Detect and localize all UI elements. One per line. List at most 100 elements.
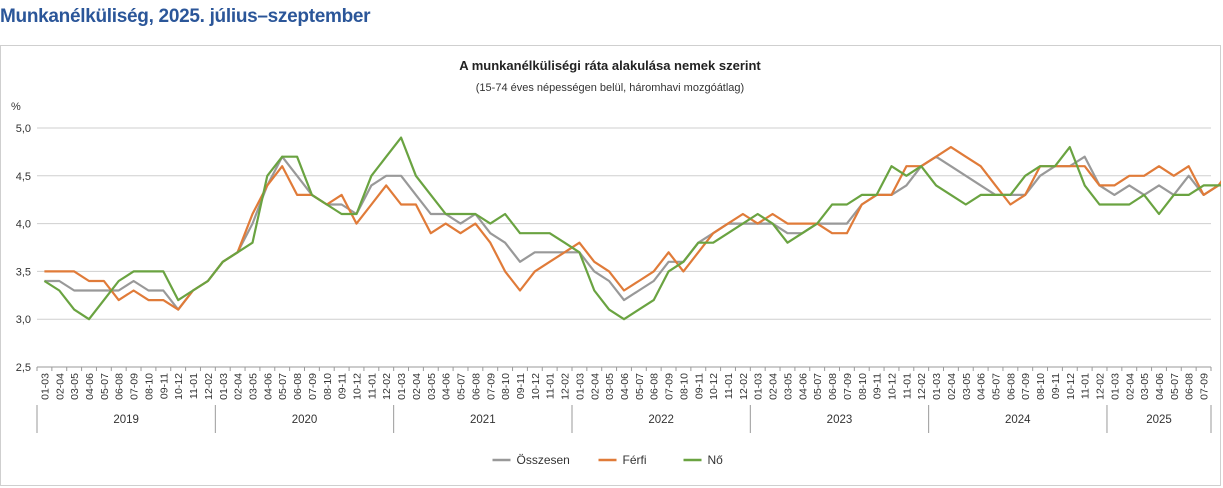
x-tick-label: 07-09 [1020, 373, 1032, 400]
x-tick-label: 08-10 [322, 373, 334, 400]
x-tick-label: 04-06 [976, 373, 988, 400]
x-tick-label: 02-04 [1124, 373, 1136, 400]
x-tick-label: 05-07 [991, 373, 1003, 400]
y-axis-unit-label: % [11, 101, 21, 113]
year-label: 2021 [470, 414, 496, 426]
x-tick-label: 07-09 [485, 373, 497, 400]
x-tick-label: 05-07 [456, 373, 468, 400]
x-tick-label: 02-04 [946, 373, 958, 400]
x-axis: 01-03 02-04 03-05 04-06 05-07 06-08 07-09 08-10… [36, 367, 1212, 433]
x-tick-label: 06-08 [1005, 373, 1017, 400]
x-tick-label: 12-02 [738, 373, 750, 400]
x-tick-label: 12-02 [1095, 373, 1107, 400]
x-tick-label: 11-01 [723, 373, 735, 399]
y-tick-label: 3,5 [16, 266, 31, 278]
x-tick-label: 05-07 [1169, 373, 1181, 400]
x-tick-label: 09-11 [515, 373, 527, 399]
x-tick-label: 11-01 [188, 373, 200, 399]
series-line-osszesen [44, 155, 1221, 311]
x-tick-label: 01-03 [39, 373, 51, 400]
year-label: 2023 [827, 414, 853, 426]
x-tick-label: 03-05 [1139, 373, 1151, 400]
x-tick-label: 02-04 [411, 373, 423, 400]
x-tick-label: 04-06 [1154, 373, 1166, 400]
unemployment-line-chart: A munkanélküliségi ráta alakulása nemek … [11, 58, 1221, 467]
x-tick-label: 06-08 [649, 373, 661, 400]
chart-frame [0, 45, 1221, 486]
x-tick-label: 01-03 [396, 373, 408, 400]
x-tick-label: 10-12 [352, 373, 364, 400]
chart-title: A munkanélküliségi ráta alakulása nemek … [459, 58, 761, 73]
series-line-ferfi [44, 145, 1221, 311]
year-label: 2019 [113, 414, 139, 426]
x-tick-label: 10-12 [1065, 373, 1077, 400]
x-tick-label: 10-12 [886, 373, 898, 400]
x-tick-label: 08-10 [1035, 373, 1047, 400]
year-label: 2022 [648, 414, 674, 426]
x-tick-label: 09-11 [872, 373, 884, 399]
y-tick-labels: 2,5 3,0 3,5 4,0 4,5 5,0 [16, 123, 31, 374]
x-tick-label: 05-07 [812, 373, 824, 400]
x-tick-label: 06-08 [292, 373, 304, 400]
x-tick-label: 04-06 [619, 373, 631, 400]
x-tick-label: 11-01 [545, 373, 557, 399]
x-tick-label: 12-02 [916, 373, 928, 400]
x-tick-label: 06-08 [827, 373, 839, 400]
page-title: Munkanélküliség, 2025. július–szeptember [0, 6, 371, 27]
x-tick-label: 11-01 [1080, 373, 1092, 399]
x-tick-label: 11-01 [366, 373, 378, 399]
x-tick-label: 07-09 [842, 373, 854, 400]
legend-label: Összesen [517, 453, 570, 467]
x-tick-label: 09-11 [693, 373, 705, 399]
x-tick-label: 09-11 [1050, 373, 1062, 399]
x-tick-label: 05-07 [99, 373, 111, 400]
x-tick-label: 12-02 [203, 373, 215, 400]
year-label: 2024 [1005, 414, 1031, 426]
x-tick-label: 10-12 [173, 373, 185, 400]
chart-subtitle: (15-74 éves népességen belül, háromhavi … [476, 82, 744, 94]
x-tick-label: 03-05 [782, 373, 794, 400]
x-tick-label: 01-03 [1109, 373, 1121, 400]
x-tick-label: 02-04 [589, 373, 601, 400]
year-label: 2025 [1146, 414, 1172, 426]
x-tick-label: 02-04 [768, 373, 780, 400]
x-tick-label: 01-03 [753, 373, 765, 400]
x-tick-label: 03-05 [426, 373, 438, 400]
x-tick-label: 07-09 [129, 373, 141, 400]
x-tick-label: 03-05 [247, 373, 259, 400]
x-tick-label: 07-09 [1199, 373, 1211, 400]
x-tick-label: 06-08 [114, 373, 126, 400]
x-tick-label: 08-10 [143, 373, 155, 400]
x-tick-label: 05-07 [277, 373, 289, 400]
x-tick-label: 09-11 [337, 373, 349, 399]
x-tick-label: 09-11 [158, 373, 170, 399]
y-tick-label: 5,0 [16, 123, 31, 135]
x-tick-label: 12-02 [381, 373, 393, 400]
x-tick-label: 04-06 [797, 373, 809, 400]
legend: Összesen Férfi Nő [492, 453, 724, 467]
x-tick-label: 08-10 [500, 373, 512, 400]
x-tick-label: 10-12 [708, 373, 720, 400]
x-tick-label: 06-08 [470, 373, 482, 400]
year-label: 2020 [292, 414, 318, 426]
x-tick-label: 07-09 [664, 373, 676, 400]
x-tick-label: 02-04 [54, 373, 66, 400]
y-tick-label: 4,5 [16, 171, 31, 183]
x-tick-label: 04-06 [441, 373, 453, 400]
x-tick-label: 08-10 [678, 373, 690, 400]
series-layer [43, 136, 1221, 321]
x-tick-label: 03-05 [604, 373, 616, 400]
x-tick-label: 02-04 [233, 373, 245, 400]
y-tick-label: 2,5 [16, 362, 31, 374]
x-tick-label: 10-12 [530, 373, 542, 400]
legend-label: Nő [708, 453, 724, 467]
x-tick-label: 07-09 [307, 373, 319, 400]
x-tick-label: 05-07 [634, 373, 646, 400]
x-tick-label: 03-05 [961, 373, 973, 400]
x-tick-label: 04-06 [262, 373, 274, 400]
x-tick-label: 01-03 [931, 373, 943, 400]
y-tick-label: 4,0 [16, 219, 31, 231]
legend-label: Férfi [623, 453, 647, 467]
x-tick-label: 12-02 [560, 373, 572, 400]
x-tick-label: 01-03 [574, 373, 586, 400]
